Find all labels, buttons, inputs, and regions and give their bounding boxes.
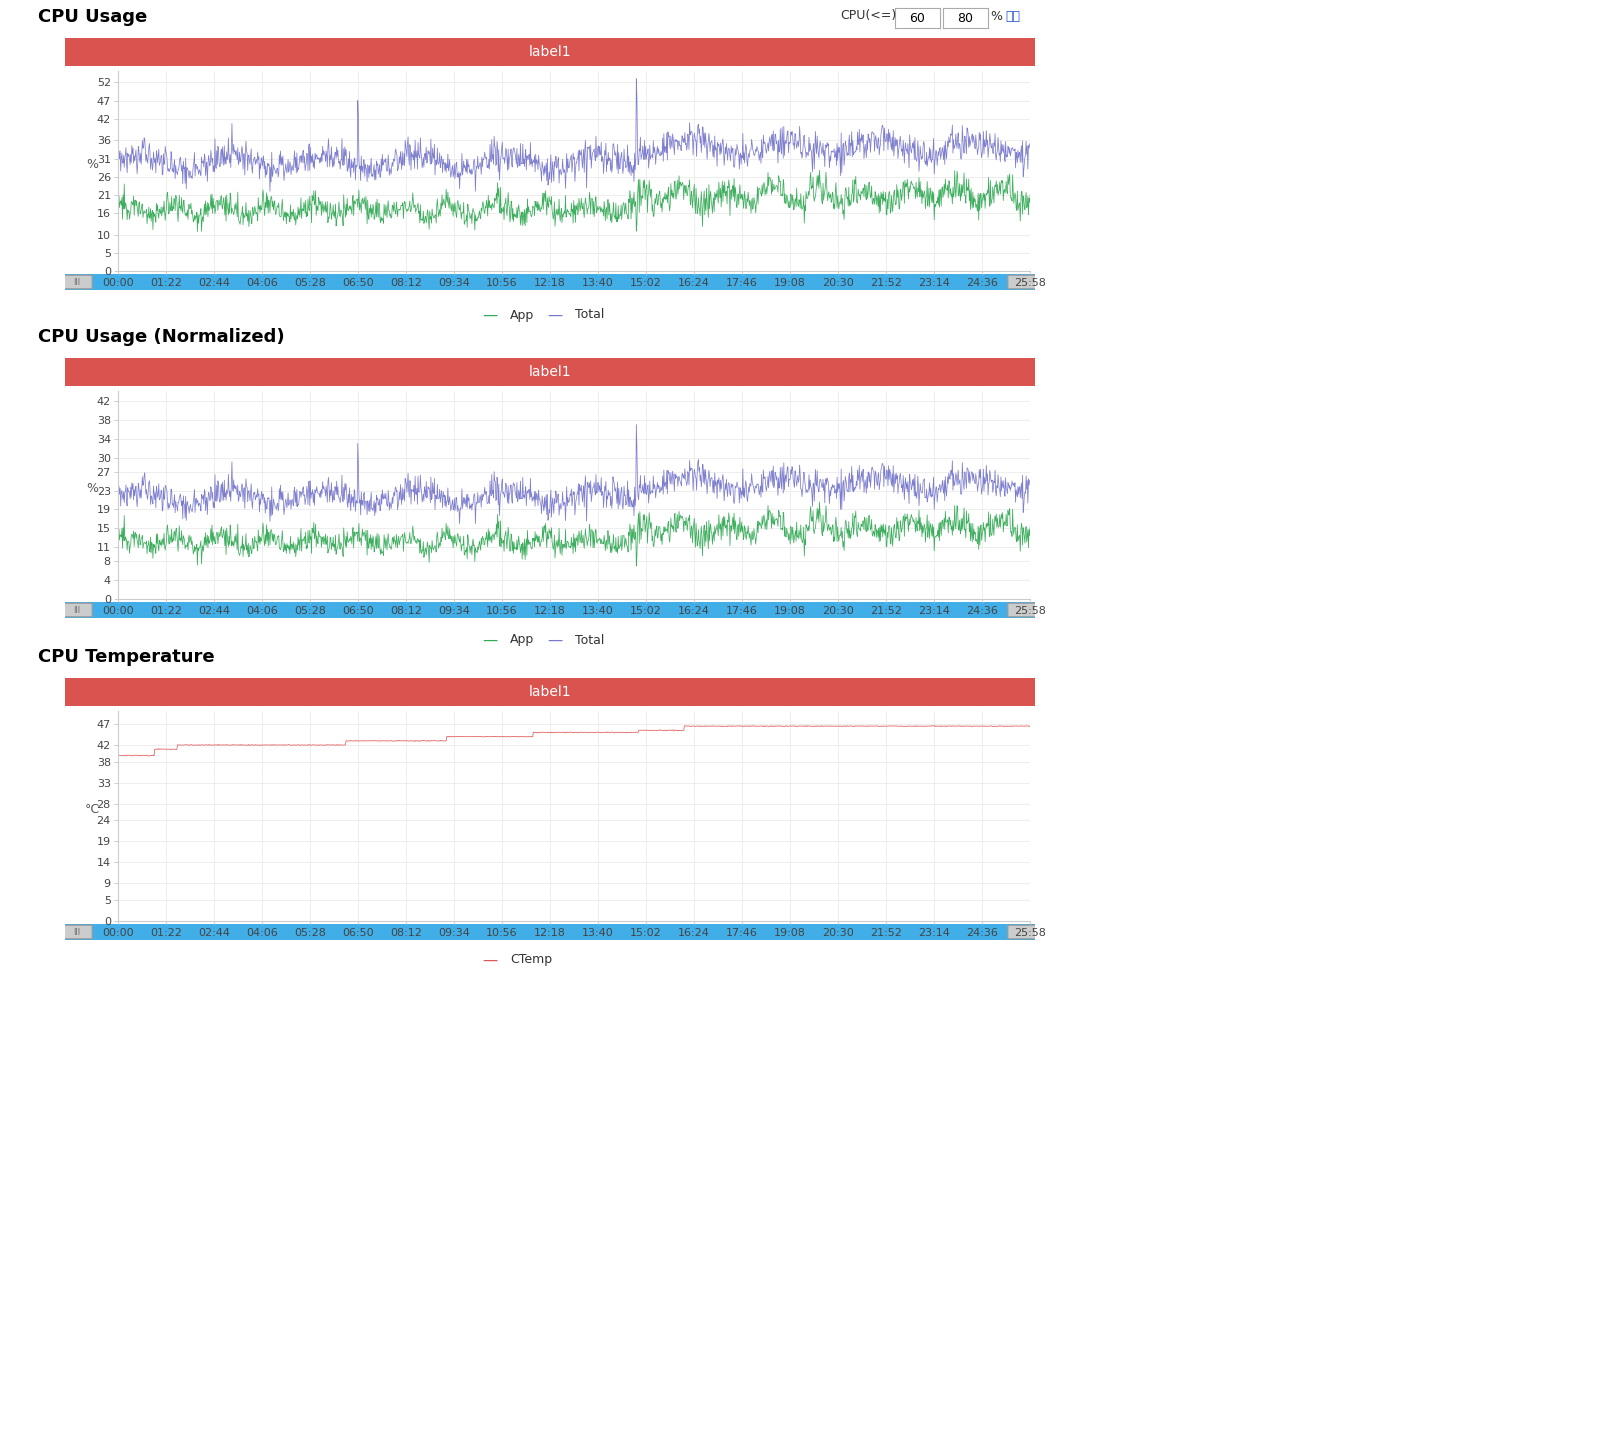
Text: —: — bbox=[547, 633, 563, 647]
Text: Total: Total bbox=[574, 308, 605, 322]
Text: |||: ||| bbox=[74, 607, 80, 614]
Text: CPU Usage (Normalized): CPU Usage (Normalized) bbox=[38, 327, 285, 346]
Text: label1: label1 bbox=[528, 365, 571, 378]
Y-axis label: °C: °C bbox=[85, 803, 99, 816]
Text: —: — bbox=[482, 307, 498, 323]
Text: 重置: 重置 bbox=[1005, 10, 1021, 22]
Text: label1: label1 bbox=[528, 45, 571, 58]
Text: CTemp: CTemp bbox=[510, 953, 552, 966]
FancyBboxPatch shape bbox=[61, 604, 93, 617]
Text: |||: ||| bbox=[74, 278, 80, 285]
Text: CPU Temperature: CPU Temperature bbox=[38, 647, 214, 666]
Text: CPU Usage: CPU Usage bbox=[38, 7, 147, 26]
Text: —: — bbox=[482, 953, 498, 968]
FancyBboxPatch shape bbox=[1008, 604, 1038, 617]
FancyBboxPatch shape bbox=[61, 275, 93, 288]
Text: |||: ||| bbox=[74, 928, 80, 936]
Text: CPU(<=): CPU(<=) bbox=[840, 10, 896, 22]
Text: —: — bbox=[547, 307, 563, 323]
Text: App: App bbox=[510, 633, 534, 646]
Text: label1: label1 bbox=[528, 685, 571, 698]
FancyBboxPatch shape bbox=[61, 925, 93, 938]
Y-axis label: %: % bbox=[86, 482, 98, 495]
Y-axis label: %: % bbox=[86, 159, 98, 172]
FancyBboxPatch shape bbox=[1008, 275, 1038, 288]
Text: %: % bbox=[990, 10, 1002, 22]
FancyBboxPatch shape bbox=[1008, 925, 1038, 938]
Text: —: — bbox=[482, 633, 498, 647]
Text: 80: 80 bbox=[957, 12, 973, 25]
Text: Total: Total bbox=[574, 633, 605, 646]
Text: 60: 60 bbox=[909, 12, 925, 25]
Text: App: App bbox=[510, 308, 534, 322]
